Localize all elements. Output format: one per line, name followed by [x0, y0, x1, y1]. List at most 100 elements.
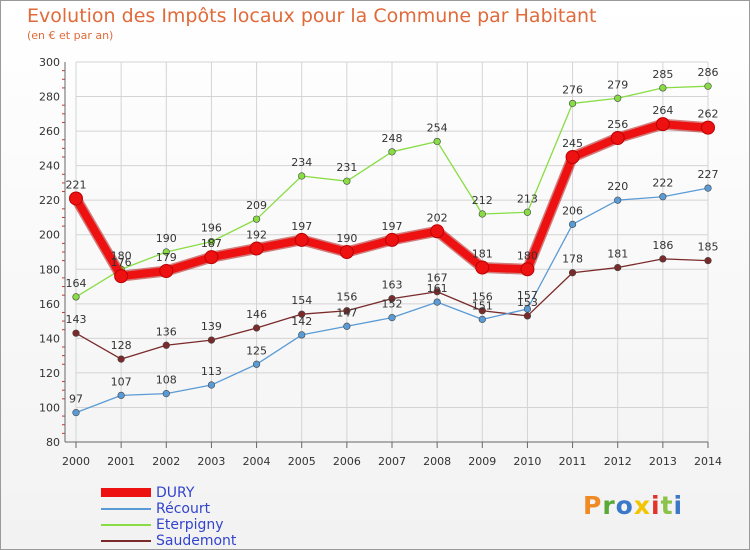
x-tick-label: 2006 [333, 455, 361, 468]
y-tick-label: 260 [39, 125, 60, 138]
data-label-recourt: 142 [291, 315, 312, 328]
legend-item-dury: DURY [101, 485, 301, 501]
x-tick-label: 2004 [243, 455, 271, 468]
data-label-dury: 197 [291, 220, 312, 233]
data-label-recourt: 151 [472, 299, 493, 312]
data-label-eterpigny: 285 [652, 68, 673, 81]
x-tick-label: 2007 [378, 455, 406, 468]
data-point-recourt [659, 193, 667, 201]
data-label-eterpigny: 248 [382, 132, 403, 145]
data-label-dury: 180 [517, 249, 538, 262]
x-tick-label: 2008 [423, 455, 451, 468]
data-label-dury: 197 [382, 220, 403, 233]
x-tick-label: 2013 [649, 455, 677, 468]
x-tick-label: 2003 [197, 455, 225, 468]
legend-swatch-eterpigny [101, 524, 151, 526]
data-point-saudemont [298, 310, 306, 318]
data-point-eterpigny [162, 248, 170, 256]
data-point-saudemont [388, 295, 396, 303]
data-point-dury [655, 117, 670, 132]
data-point-eterpigny [388, 148, 396, 156]
chart-title: Evolution des Impôts locaux pour la Comm… [27, 5, 597, 27]
data-point-dury [520, 262, 535, 277]
data-point-saudemont [478, 307, 486, 315]
logo-letter: i [673, 491, 684, 520]
data-point-recourt [478, 315, 486, 323]
legend-swatch-dury [101, 488, 151, 497]
legend-label-eterpigny: Eterpigny [156, 517, 224, 533]
data-label-saudemont: 154 [291, 294, 312, 307]
legend-swatch-recourt [101, 508, 151, 510]
data-label-recourt: 125 [246, 344, 267, 357]
data-label-saudemont: 163 [382, 279, 403, 292]
data-point-dury [701, 120, 715, 135]
data-point-saudemont [72, 329, 80, 337]
legend: DURY Récourt Eterpigny Saudemont [101, 485, 301, 549]
grid-lines [75, 61, 709, 443]
data-label-eterpigny: 254 [427, 121, 448, 134]
data-label-eterpigny: 164 [66, 277, 87, 290]
data-label-eterpigny: 279 [607, 78, 628, 91]
data-label-recourt: 157 [517, 289, 538, 302]
chart-subtitle: (en € et par an) [27, 29, 114, 42]
data-label-recourt: 147 [336, 306, 357, 319]
data-label-saudemont: 153 [517, 296, 538, 309]
x-tick-label: 2001 [107, 455, 135, 468]
y-tick-label: 160 [39, 298, 60, 311]
data-point-recourt [433, 298, 441, 306]
series-layer [69, 82, 715, 417]
data-label-dury: 179 [156, 251, 177, 264]
data-label-recourt: 113 [201, 365, 222, 378]
data-point-dury [114, 269, 129, 284]
data-point-eterpigny [207, 238, 216, 246]
y-tick-label: 200 [39, 229, 60, 242]
data-label-eterpigny: 234 [291, 156, 312, 169]
data-label-dury: 181 [472, 248, 493, 261]
data-point-recourt [568, 220, 577, 228]
data-point-saudemont [343, 307, 351, 315]
data-label-dury: 176 [111, 256, 132, 269]
data-point-dury [159, 264, 174, 278]
x-tick-label: 2014 [694, 455, 722, 468]
data-point-eterpigny [659, 84, 667, 92]
data-label-saudemont: 167 [427, 272, 448, 285]
logo-letter: i [651, 491, 661, 520]
logo-letter: o [615, 491, 634, 520]
data-label-eterpigny: 213 [517, 192, 538, 205]
data-label-saudemont: 139 [201, 320, 222, 333]
data-label-eterpigny: 196 [201, 222, 222, 235]
data-label-saudemont: 146 [246, 308, 267, 321]
data-point-saudemont [704, 257, 712, 265]
data-point-dury [294, 232, 309, 247]
data-label-eterpigny: 231 [336, 161, 357, 174]
logo-letter: P [583, 491, 603, 520]
legend-label-saudemont: Saudemont [156, 533, 237, 549]
data-point-recourt [207, 381, 216, 389]
data-point-saudemont [433, 288, 441, 296]
legend-item-recourt: Récourt [101, 501, 301, 517]
data-label-dury: 221 [66, 178, 87, 191]
data-label-recourt: 152 [382, 298, 403, 311]
data-point-dury [69, 191, 83, 206]
x-tick-label: 2012 [604, 455, 632, 468]
data-labels-layer: 164 180 190 196 209 234 231 248 254 212 213 276 279 2… [66, 66, 719, 405]
y-tick-label: 100 [39, 401, 60, 414]
data-label-recourt: 97 [69, 393, 83, 406]
y-tick-label: 80 [46, 436, 60, 449]
data-label-saudemont: 181 [607, 248, 628, 261]
data-label-recourt: 107 [111, 375, 132, 388]
data-label-eterpigny: 190 [156, 232, 177, 245]
data-point-recourt [343, 322, 351, 330]
data-point-recourt [704, 184, 712, 192]
legend-label-recourt: Récourt [156, 501, 211, 517]
data-label-eterpigny: 276 [562, 83, 583, 96]
data-label-saudemont: 156 [336, 291, 357, 304]
y-tick-label: 300 [39, 56, 60, 69]
x-tick-label: 2000 [62, 455, 90, 468]
data-point-saudemont [162, 341, 170, 349]
data-label-saudemont: 143 [66, 313, 87, 326]
axes: 80 100 120 140 160 180 200 220 240 260 280 300 2000 2… [39, 56, 722, 468]
data-label-recourt: 220 [607, 180, 628, 193]
data-point-recourt [388, 314, 396, 322]
